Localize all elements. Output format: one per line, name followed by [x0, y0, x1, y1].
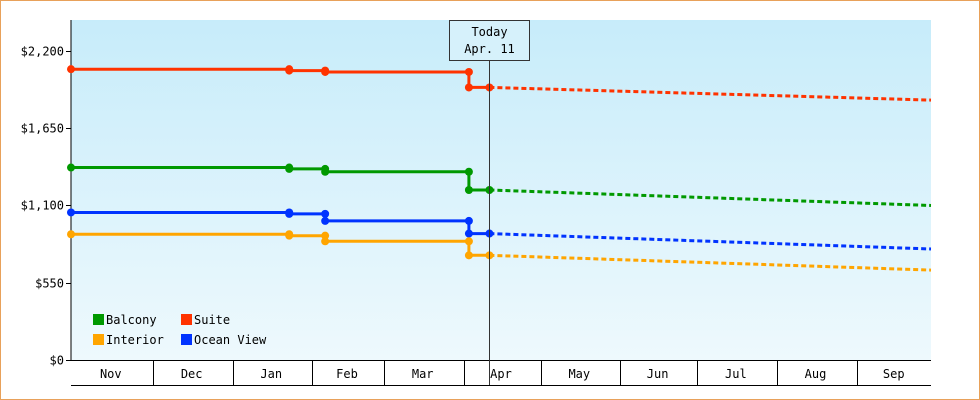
data-point — [285, 66, 294, 75]
today-marker: Today Apr. 11 — [449, 20, 530, 385]
data-point — [67, 230, 75, 239]
legend-item: Balcony — [93, 313, 157, 327]
month-label: Feb — [336, 367, 358, 381]
data-point — [321, 167, 330, 176]
y-tick-label: $0 — [50, 354, 64, 368]
today-date-label: Apr. 11 — [464, 42, 515, 56]
series-layer — [67, 65, 932, 272]
today-label-box — [449, 20, 530, 61]
axis-layer: $0 $550 $1,100 $1,650 $2,200 Nov Dec Jan Feb Mar A… — [21, 20, 931, 386]
legend-item: Suite — [181, 313, 230, 327]
legend-label: Ocean View — [194, 333, 267, 347]
forecast-line — [489, 232, 932, 251]
month-label: Apr — [490, 367, 512, 381]
forecast-line — [489, 188, 932, 207]
legend-swatch — [93, 314, 104, 325]
month-label: May — [568, 367, 590, 381]
month-label: Aug — [805, 367, 827, 381]
data-point — [321, 216, 330, 225]
series-suite — [67, 65, 932, 102]
legend-swatch — [181, 314, 192, 325]
data-point — [67, 65, 75, 74]
data-point — [321, 231, 330, 240]
data-point — [321, 209, 330, 218]
legend-item: Interior — [93, 333, 164, 347]
legend-swatch — [181, 334, 192, 345]
data-point — [321, 237, 330, 246]
data-point — [464, 251, 473, 260]
legend: Balcony Suite Interior Ocean View — [93, 313, 267, 347]
series-interior — [67, 230, 932, 272]
y-tick-label: $1,100 — [21, 199, 64, 213]
forecast-line — [489, 253, 932, 272]
forecast-line — [489, 85, 932, 102]
legend-label: Balcony — [106, 313, 157, 327]
data-point — [67, 163, 75, 172]
data-point — [464, 229, 473, 238]
data-point — [285, 164, 294, 173]
data-point — [285, 209, 294, 218]
month-label: Sep — [883, 367, 905, 381]
data-point — [464, 186, 473, 194]
y-tick-label: $550 — [35, 277, 64, 291]
y-tick-label: $2,200 — [21, 45, 64, 59]
data-point — [464, 83, 473, 92]
legend-label: Suite — [194, 313, 230, 327]
data-point — [464, 216, 473, 225]
legend-label: Interior — [106, 333, 164, 347]
month-label: Jun — [647, 367, 669, 381]
legend-swatch — [93, 334, 104, 345]
month-label: Dec — [181, 367, 203, 381]
data-point — [464, 237, 473, 246]
legend-item: Ocean View — [181, 333, 267, 347]
y-tick-label: $1,650 — [21, 122, 64, 136]
data-point — [464, 167, 473, 176]
series-balcony — [67, 163, 932, 207]
month-label: Jan — [260, 367, 282, 381]
today-label: Today — [471, 25, 507, 39]
month-label: Mar — [412, 367, 434, 381]
month-label: Jul — [725, 367, 747, 381]
data-point — [285, 231, 294, 240]
month-label: Nov — [100, 367, 122, 381]
data-point — [464, 67, 473, 76]
series-ocean-view — [67, 208, 932, 251]
data-point — [321, 67, 330, 76]
data-point — [67, 208, 75, 217]
